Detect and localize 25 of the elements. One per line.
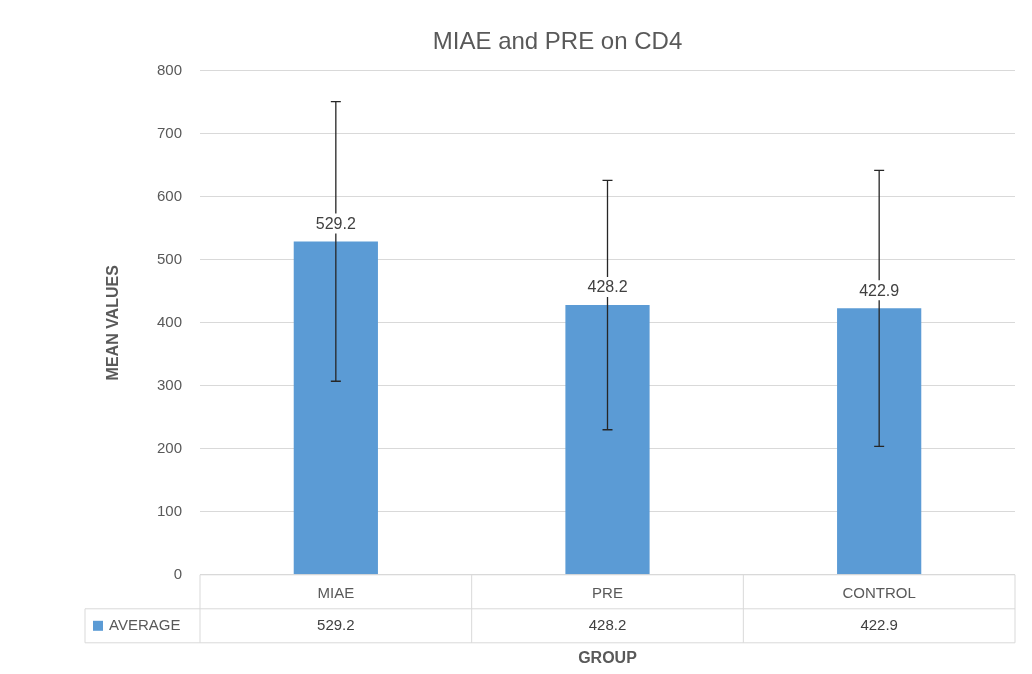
x-tick-label: CONTROL: [842, 583, 916, 601]
y-tick-label: 700: [156, 123, 182, 141]
bar: [293, 241, 378, 575]
y-tick-label: 0: [173, 564, 182, 582]
y-tick-label: 400: [156, 312, 182, 330]
x-tick-label: PRE: [592, 583, 623, 601]
y-tick-label: 600: [156, 186, 182, 204]
bar: [837, 308, 922, 575]
data-label: 529.2: [315, 214, 356, 232]
y-tick-label: 800: [156, 60, 182, 78]
text: 529.2: [317, 615, 355, 633]
data-label: 428.2: [587, 278, 628, 296]
text: 428.2: [588, 615, 627, 633]
x-tick-label: MIAE: [317, 583, 355, 601]
chart-title: MIAE and PRE on CD4: [432, 27, 683, 55]
y-tick-label: 200: [156, 438, 182, 456]
legend-label: AVERAGE: [109, 615, 181, 633]
y-tick-label: 500: [156, 249, 182, 267]
text: 422.9: [860, 615, 898, 633]
y-axis-title: MEAN VALUES: [104, 264, 122, 381]
bar: [565, 305, 650, 575]
x-axis-title: GROUP: [578, 648, 638, 666]
y-tick-label: 100: [156, 501, 182, 519]
data-label: 422.9: [859, 281, 900, 299]
y-tick-label: 300: [156, 375, 182, 393]
